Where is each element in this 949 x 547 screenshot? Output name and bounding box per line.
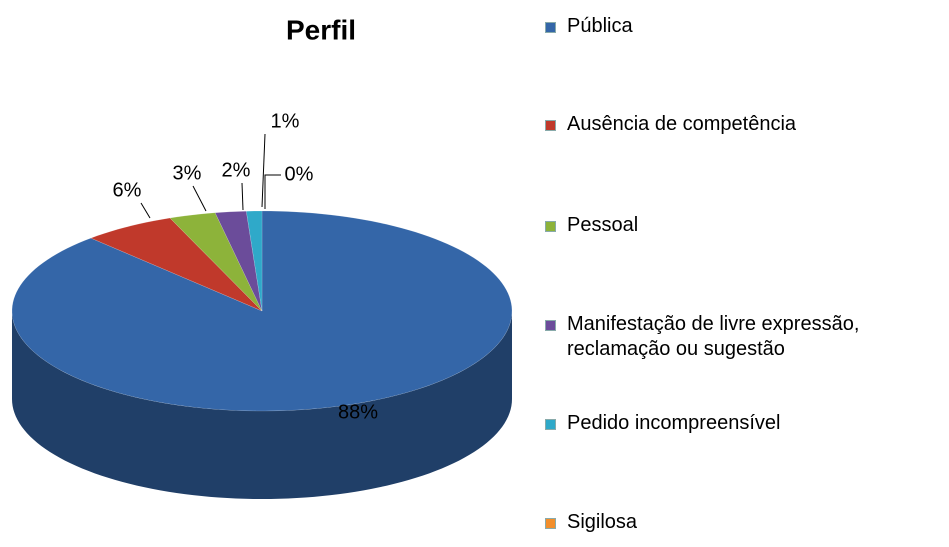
- data-label: 0%: [285, 163, 314, 185]
- legend-label: Sigilosa: [567, 511, 638, 533]
- pie-slice: [90, 217, 263, 312]
- legend-item: Manifestação de livre expressão, reclama…: [545, 312, 945, 362]
- legend-swatch: [545, 320, 556, 331]
- legend-label: Pública: [567, 15, 633, 37]
- legend-label: Ausência de competência: [567, 113, 797, 135]
- legend-item: Pública: [545, 14, 945, 39]
- legend-label: Pessoal: [567, 214, 639, 236]
- pie-side: [12, 311, 512, 499]
- legend-item: Sigilosa: [545, 510, 945, 535]
- pie-slice: [11, 210, 513, 412]
- legend-item: Ausência de competência: [545, 112, 945, 137]
- data-label: 88%: [338, 401, 378, 423]
- pie-slice: [169, 212, 263, 312]
- legend-label: Pedido incompreensível: [567, 412, 781, 434]
- legend-label: Manifestação de livre expressão, reclama…: [567, 313, 860, 360]
- legend-swatch: [545, 419, 556, 430]
- pie-slice: [214, 210, 263, 312]
- legend-item: Pessoal: [545, 213, 945, 238]
- legend-swatch: [545, 22, 556, 33]
- leader-line: [264, 174, 281, 209]
- data-label: 6%: [113, 179, 142, 201]
- data-label: 1%: [271, 110, 300, 132]
- pie-slice: [246, 210, 263, 312]
- leader-line: [140, 202, 151, 219]
- legend-swatch: [545, 518, 556, 529]
- legend-swatch: [545, 120, 556, 131]
- legend-swatch: [545, 221, 556, 232]
- leader-line: [192, 185, 207, 212]
- data-label: 3%: [173, 162, 202, 184]
- leader-line: [261, 133, 266, 208]
- data-label: 2%: [222, 159, 251, 181]
- leader-line: [241, 182, 244, 211]
- legend-item: Pedido incompreensível: [545, 411, 945, 436]
- chart-title: Perfil: [286, 14, 356, 45]
